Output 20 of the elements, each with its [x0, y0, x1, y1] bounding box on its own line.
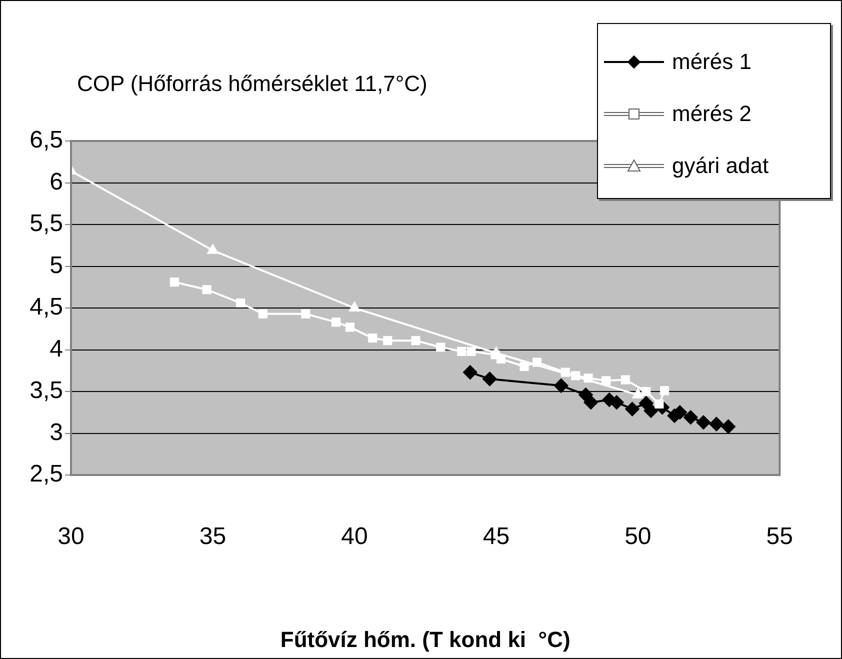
legend-label: gyári adat	[672, 153, 769, 179]
x-tick-label: 50	[624, 523, 652, 550]
y-tick-label: 5,5	[30, 210, 63, 238]
x-tick-label: 55	[766, 523, 794, 550]
y-tick-label: 4	[50, 335, 63, 362]
x-tick-label: 40	[341, 523, 368, 550]
legend-label: mérés 1	[672, 49, 752, 75]
legend-label: mérés 2	[672, 101, 752, 127]
y-tick-label: 3	[50, 418, 63, 446]
x-tick-label: 35	[199, 523, 226, 550]
y-tick-label: 6,5	[30, 126, 63, 154]
y-tick-label: 6	[50, 168, 63, 196]
x-tick-label: 45	[482, 523, 510, 550]
y-tick-label: 2,5	[30, 460, 63, 488]
y-tick-label: 4,5	[30, 294, 63, 321]
y-tick-label: 5	[50, 252, 63, 279]
x-tick-label: 30	[58, 523, 84, 550]
y-tick-label: 3,5	[30, 377, 63, 404]
chart-title: COP (Hőforrás hőmérséklet 11,7°C)	[77, 71, 428, 97]
x-axis-title: Fűtővíz hőm. (T kond ki °C)	[280, 626, 570, 652]
